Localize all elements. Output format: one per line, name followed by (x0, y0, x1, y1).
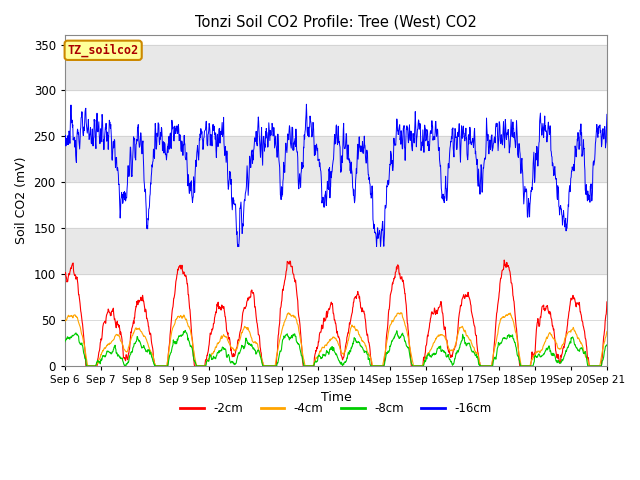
X-axis label: Time: Time (321, 391, 351, 404)
Y-axis label: Soil CO2 (mV): Soil CO2 (mV) (15, 157, 28, 244)
Bar (65, 136, 607, 182)
Bar (65, 228, 607, 274)
Text: TZ_soilco2: TZ_soilco2 (68, 44, 139, 57)
Bar (65, 45, 607, 90)
Legend: -2cm, -4cm, -8cm, -16cm: -2cm, -4cm, -8cm, -16cm (175, 397, 497, 420)
Title: Tonzi Soil CO2 Profile: Tree (West) CO2: Tonzi Soil CO2 Profile: Tree (West) CO2 (195, 15, 477, 30)
